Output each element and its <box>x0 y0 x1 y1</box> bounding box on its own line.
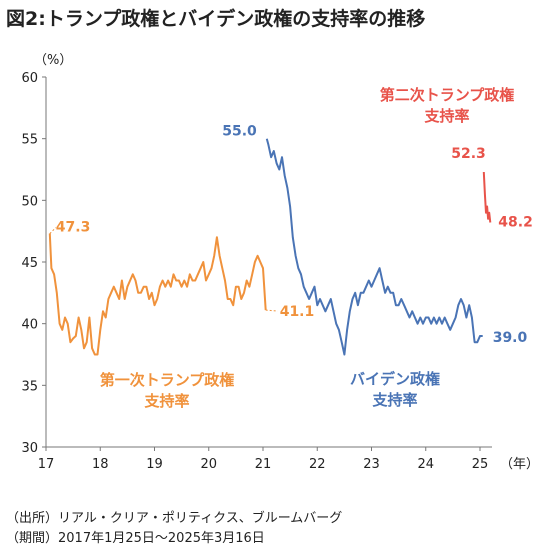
series-line <box>265 138 483 356</box>
x-axis-unit: （年） <box>500 457 539 472</box>
axes: 30 35 40 45 50 55 60 （%） 17 18 19 20 21 22 23 24 25 （年） <box>21 53 539 472</box>
series-name-label: 支持率 <box>423 107 469 125</box>
x-tick-label: 20 <box>200 457 217 472</box>
series-start-label: 47.3 <box>56 220 91 236</box>
series-name-label: 第二次トランプ政権 <box>380 86 515 104</box>
series-name-label: 第一次トランプ政権 <box>100 371 235 389</box>
series-lines <box>48 138 492 356</box>
x-tick-label: 17 <box>38 457 55 472</box>
x-tick-label: 24 <box>417 457 434 472</box>
y-tick-label: 50 <box>21 194 38 209</box>
period-note: （期間）2017年1月25日～2025年3月16日 <box>6 531 265 546</box>
series-name-label: 支持率 <box>143 392 189 410</box>
x-tick-label: 21 <box>255 457 272 472</box>
x-tick-label: 25 <box>472 457 489 472</box>
series-end-label: 48.2 <box>498 215 533 231</box>
y-tick-label: 55 <box>21 133 38 148</box>
x-tick-label: 19 <box>146 457 163 472</box>
y-axis-unit: （%） <box>34 53 72 68</box>
y-tick-label: 35 <box>21 379 38 394</box>
series-name-label: 支持率 <box>371 391 417 409</box>
y-tick-label: 60 <box>21 71 38 86</box>
series-line <box>48 233 267 356</box>
x-tick-label: 23 <box>363 457 380 472</box>
chart-title: 図2:トランプ政権とバイデン政権の支持率の推移 <box>6 8 426 30</box>
end-leader-line <box>265 309 278 312</box>
y-tick-label: 40 <box>21 318 38 333</box>
y-tick-label: 45 <box>21 256 38 271</box>
series-name-label: バイデン政権 <box>350 370 440 388</box>
series-end-label: 39.0 <box>493 330 528 346</box>
y-tick-label: 30 <box>21 441 38 456</box>
series-start-label: 52.3 <box>451 146 486 162</box>
series-labels: 47.341.1第一次トランプ政権支持率55.039.0バイデン政権支持率52.… <box>49 86 533 410</box>
x-tick-label: 18 <box>92 457 109 472</box>
source-note: （出所）リアル・クリア・ポリティクス、ブルームバーグ <box>6 511 343 526</box>
x-tick-label: 22 <box>309 457 326 472</box>
start-leader-line <box>49 227 57 234</box>
series-line <box>482 171 492 223</box>
series-start-label: 55.0 <box>222 124 257 140</box>
series-end-label: 41.1 <box>280 304 315 320</box>
